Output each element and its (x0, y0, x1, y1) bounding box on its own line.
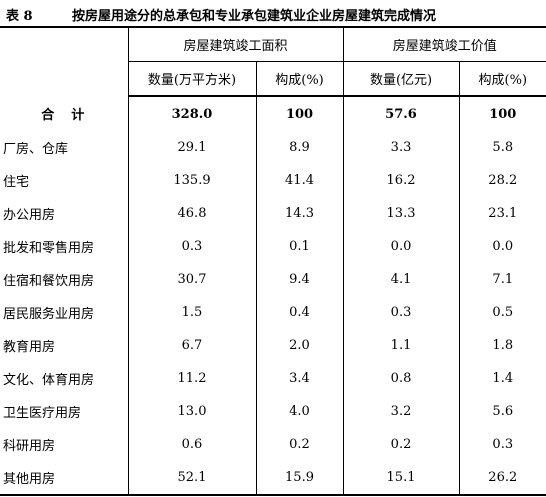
area-share: 2.0 (255, 329, 344, 362)
value-share: 26.2 (458, 461, 546, 496)
value-amount: 0.0 (342, 230, 460, 263)
value-amount: 13.3 (342, 197, 460, 230)
header-area-qty: 数量(万平方米) (127, 61, 256, 97)
area-share: 8.9 (255, 131, 344, 164)
area-share: 15.9 (255, 461, 344, 496)
table-row: 其他用房 52.1 15.9 15.1 26.2 (0, 461, 546, 496)
row-label: 居民服务业用房 (3, 307, 95, 322)
row-label: 办公用房 (3, 208, 56, 223)
area-value: 0.3 (127, 230, 256, 263)
area-share: 0.2 (255, 428, 344, 461)
table-title: 按房屋用途分的总承包和专业承包建筑业企业房屋建筑完成情况 (72, 9, 437, 24)
table-row: 住宿和餐饮用房 30.7 9.4 4.1 7.1 (0, 263, 546, 296)
header-value-qty: 数量(亿元) (342, 61, 460, 97)
area-value: 328.0 (127, 96, 256, 131)
area-share: 0.1 (255, 230, 344, 263)
value-share: 0.0 (458, 230, 546, 263)
value-share: 100 (458, 96, 546, 131)
value-share: 0.3 (458, 428, 546, 461)
row-label: 住宿和餐饮用房 (3, 274, 95, 289)
header-row-columns: 数量(万平方米) 构成(%) 数量(亿元) 构成(%) (0, 61, 546, 97)
area-share: 3.4 (255, 362, 344, 395)
table-caption: 表 8 按房屋用途分的总承包和专业承包建筑业企业房屋建筑完成情况 (0, 0, 546, 26)
total-row: 合 计 328.0 100 57.6 100 (0, 96, 546, 131)
value-amount: 15.1 (342, 461, 460, 496)
row-label: 其他用房 (0, 461, 128, 496)
header-row-groups: 房屋建筑竣工面积 房屋建筑竣工价值 (0, 26, 546, 96)
area-share: 100 (255, 96, 344, 131)
header-value-share: 构成(%) (458, 61, 546, 97)
area-value: 13.0 (127, 395, 256, 428)
table-row: 居民服务业用房 1.5 0.4 0.3 0.5 (0, 296, 546, 329)
row-label: 教育用房 (3, 340, 56, 355)
area-share: 4.0 (255, 395, 344, 428)
table-body: 合 计 328.0 100 57.6 100 厂房、仓库 29.1 8.9 3.3 5.8 住宅 13… (0, 96, 546, 496)
area-value: 52.1 (127, 461, 256, 496)
table-row: 批发和零售用房 0.3 0.1 0.0 0.0 (0, 230, 546, 263)
value-share: 23.1 (458, 197, 546, 230)
value-share: 5.8 (458, 131, 546, 164)
table-number: 表 8 (6, 9, 33, 24)
row-label: 住宅 (3, 175, 30, 190)
area-value: 6.7 (127, 329, 256, 362)
value-amount: 0.8 (342, 362, 460, 395)
area-value: 29.1 (127, 131, 256, 164)
value-amount: 4.1 (342, 263, 460, 296)
row-label: 批发和零售用房 (3, 241, 95, 256)
value-amount: 3.3 (342, 131, 460, 164)
table-row: 办公用房 46.8 14.3 13.3 23.1 (0, 197, 546, 230)
area-value: 30.7 (127, 263, 256, 296)
value-share: 1.8 (458, 329, 546, 362)
header-area-group: 房屋建筑竣工面积 (127, 26, 344, 62)
value-amount: 57.6 (342, 96, 460, 131)
row-label: 卫生医疗用房 (3, 406, 82, 421)
area-share: 41.4 (255, 164, 344, 197)
header-value-group: 房屋建筑竣工价值 (342, 26, 546, 62)
table-row: 卫生医疗用房 13.0 4.0 3.2 5.6 (0, 395, 546, 428)
area-share: 0.4 (255, 296, 344, 329)
value-amount: 3.2 (342, 395, 460, 428)
table-row: 文化、体育用房 11.2 3.4 0.8 1.4 (0, 362, 546, 395)
row-label: 合 计 (41, 108, 87, 123)
value-share: 28.2 (458, 164, 546, 197)
table-row: 厂房、仓库 29.1 8.9 3.3 5.8 (0, 131, 546, 164)
table-row: 教育用房 6.7 2.0 1.1 1.8 (0, 329, 546, 362)
value-share: 1.4 (458, 362, 546, 395)
header-blank (0, 26, 128, 96)
area-value: 135.9 (127, 164, 256, 197)
value-amount: 16.2 (342, 164, 460, 197)
area-value: 11.2 (127, 362, 256, 395)
value-amount: 1.1 (342, 329, 460, 362)
row-label: 厂房、仓库 (3, 142, 69, 157)
value-amount: 0.2 (342, 428, 460, 461)
value-share: 0.5 (458, 296, 546, 329)
table-row: 科研用房 0.6 0.2 0.2 0.3 (0, 428, 546, 461)
construction-completion-table: 房屋建筑竣工面积 房屋建筑竣工价值 数量(万平方米) 构成(%) 数量(亿元) … (0, 26, 546, 496)
table-row: 住宅 135.9 41.4 16.2 28.2 (0, 164, 546, 197)
row-label: 文化、体育用房 (3, 373, 95, 388)
area-share: 9.4 (255, 263, 344, 296)
row-label: 科研用房 (3, 439, 56, 454)
header-area-share: 构成(%) (255, 61, 344, 97)
area-value: 46.8 (127, 197, 256, 230)
value-amount: 0.3 (342, 296, 460, 329)
area-value: 0.6 (127, 428, 256, 461)
area-value: 1.5 (127, 296, 256, 329)
value-share: 5.6 (458, 395, 546, 428)
value-share: 7.1 (458, 263, 546, 296)
area-share: 14.3 (255, 197, 344, 230)
